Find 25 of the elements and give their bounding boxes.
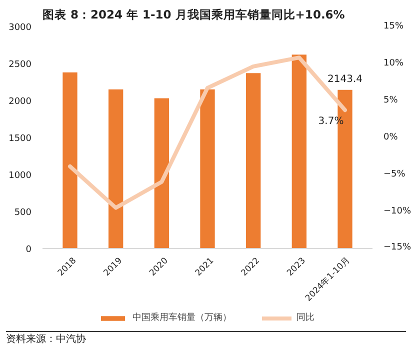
data-label: 2143.4 <box>328 74 363 85</box>
y2-tick-label: 10% <box>384 58 404 68</box>
y-tick-label: 0 <box>26 245 32 255</box>
y2-tick-label: −5% <box>384 170 406 180</box>
y-tick-label: 500 <box>14 208 32 218</box>
bar <box>154 98 169 248</box>
y2-tick-label: 15% <box>384 22 404 32</box>
y-tick-label: 3000 <box>8 23 32 33</box>
chart-title: 图表 8：2024 年 1-10 月我国乘用车销量同比+10.6% <box>42 8 346 22</box>
y-tick-label: 2500 <box>8 60 32 70</box>
bar <box>108 89 124 248</box>
y-tick-label: 1000 <box>8 171 32 181</box>
y2-tick-label: 0% <box>384 132 398 142</box>
y2-tick-label: 5% <box>384 96 398 106</box>
y2-tick-label: −15% <box>384 242 412 252</box>
legend-label: 中国乘用车销量（万辆） <box>132 312 232 324</box>
bar <box>62 72 78 248</box>
y2-tick-label: −10% <box>384 206 412 216</box>
legend-label: 同比 <box>296 312 316 324</box>
text: 资料来源：中汽协 <box>6 333 86 347</box>
bar <box>246 73 261 248</box>
y-tick-label: 1500 <box>8 134 32 144</box>
y-tick-label: 2000 <box>8 97 32 107</box>
bar <box>292 54 306 248</box>
bar <box>200 89 215 248</box>
